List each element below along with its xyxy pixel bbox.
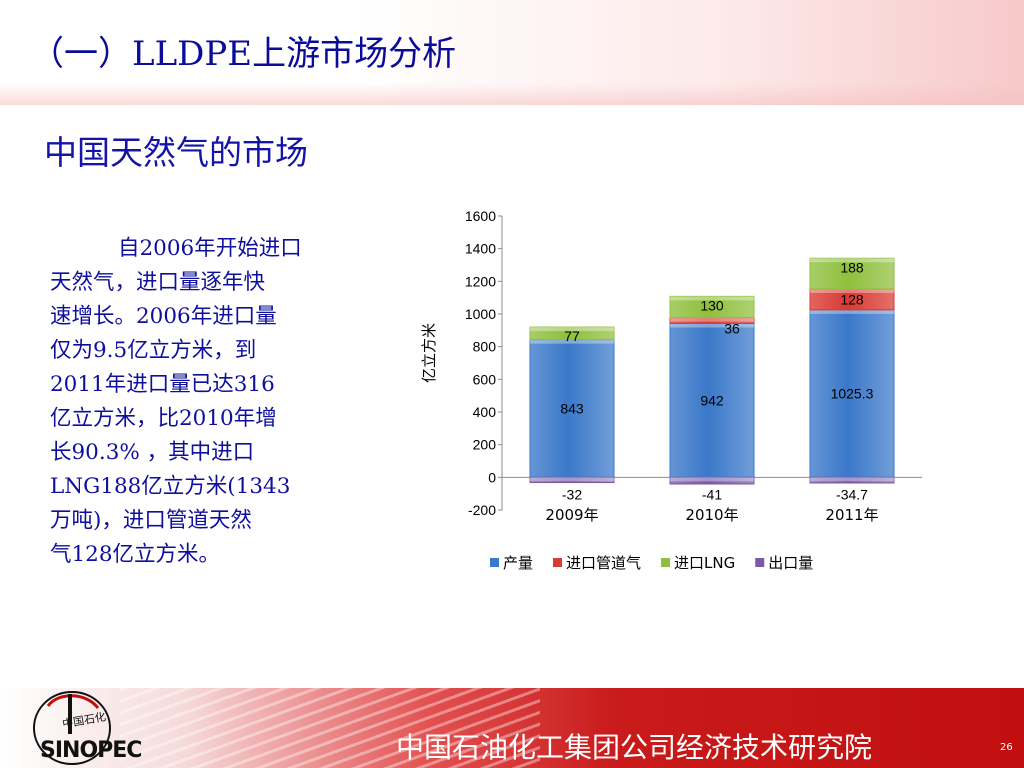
data-label: -41: [702, 486, 722, 502]
legend-swatch: [661, 558, 671, 567]
bar-highlight: [810, 309, 894, 314]
data-label: 843: [560, 400, 584, 416]
bar-2-0: [529, 326, 615, 341]
bar-0-2: [809, 309, 895, 478]
data-label: 77: [564, 328, 580, 344]
bar-highlight: [810, 477, 894, 482]
page-number: 26: [1000, 742, 1013, 753]
x-tick-label: 2010年: [685, 506, 738, 524]
legend-label: 产量: [503, 554, 533, 572]
footer-band: [0, 688, 1024, 768]
legend-label: 出口量: [768, 554, 813, 572]
data-label: -32: [562, 486, 582, 502]
x-tick-label: 2009年: [545, 506, 598, 524]
bar-3-0: [529, 476, 615, 484]
bar-highlight: [670, 317, 754, 322]
body-line: LNG188亿立方米(1343: [50, 474, 291, 499]
x-tick-label: 2011年: [825, 506, 878, 524]
legend-swatch: [553, 558, 563, 567]
y-tick-label: 1400: [465, 241, 496, 257]
bar-highlight: [670, 323, 754, 328]
data-label: 130: [700, 297, 724, 313]
body-line: 仅为9.5亿立方米，到: [50, 338, 257, 363]
body-line: 万吨)，进口管道天然: [50, 508, 252, 533]
data-label: 36: [724, 321, 740, 337]
bar-highlight: [530, 339, 614, 344]
slide-title: （一）LLDPE上游市场分析: [30, 34, 457, 74]
body-line: 2011年进口量已达316: [50, 372, 275, 397]
data-label: 128: [840, 291, 864, 307]
footer-organization: 中国石油化工集团公司经济技术研究院: [396, 731, 873, 764]
bar-0-0: [529, 339, 615, 478]
sinopec-logo-icon: [33, 691, 111, 765]
data-label: 1025.3: [831, 386, 874, 402]
data-label: -34.7: [836, 486, 868, 502]
data-label: 188: [840, 259, 864, 275]
logo-wordmark: SINOPEC: [40, 738, 142, 763]
gas-market-chart: -200 0 200 400 600 800 1000 1200 1400 1600 亿立方米 843…: [420, 208, 922, 572]
y-tick-label: 600: [473, 371, 497, 387]
section-subtitle: 中国天然气的市场: [44, 133, 308, 172]
body-paragraph: 自2006年开始进口 天然气，进口量逐年快 速增长。2006年进口量 仅为9.5…: [50, 232, 370, 572]
y-axis-title: 亿立方米: [420, 323, 438, 383]
body-line: 自2006年开始进口: [118, 236, 302, 261]
bar-highlight: [670, 296, 754, 301]
bar-highlight: [810, 258, 894, 263]
legend-label: 进口管道气: [566, 554, 641, 572]
bar-2-2: [809, 257, 895, 290]
footer-decoration: [120, 688, 540, 768]
y-tick-label: 0: [488, 469, 496, 485]
y-tick-label: 800: [473, 339, 497, 355]
bar-highlight: [810, 288, 894, 293]
legend-swatch: [490, 558, 499, 567]
body-line: 气128亿立方米。: [50, 542, 221, 567]
header-band: [0, 0, 1024, 105]
y-tick-label: 400: [473, 404, 497, 420]
body-line: 天然气，进口量逐年快: [50, 270, 266, 295]
body-line: 长90.3% ，其中进口: [50, 440, 255, 465]
legend-swatch: [755, 558, 765, 567]
y-tick-label: 1600: [465, 208, 496, 224]
y-tick-label: 1200: [465, 273, 496, 289]
body-line: 亿立方米，比2010年增: [50, 406, 277, 431]
data-label: 942: [700, 392, 724, 408]
bar-3-1: [669, 476, 755, 485]
bar-2-1: [669, 295, 755, 319]
bar-3-2: [809, 476, 895, 484]
y-tick-label: 200: [473, 437, 497, 453]
bar-highlight: [670, 477, 754, 482]
body-line: 速增长。2006年进口量: [50, 304, 277, 329]
y-tick-label: 1000: [465, 306, 496, 322]
legend-label: 进口LNG: [674, 554, 735, 572]
y-tick-label: -200: [468, 502, 496, 518]
bar-highlight: [530, 477, 614, 482]
bar-highlight: [530, 327, 614, 332]
